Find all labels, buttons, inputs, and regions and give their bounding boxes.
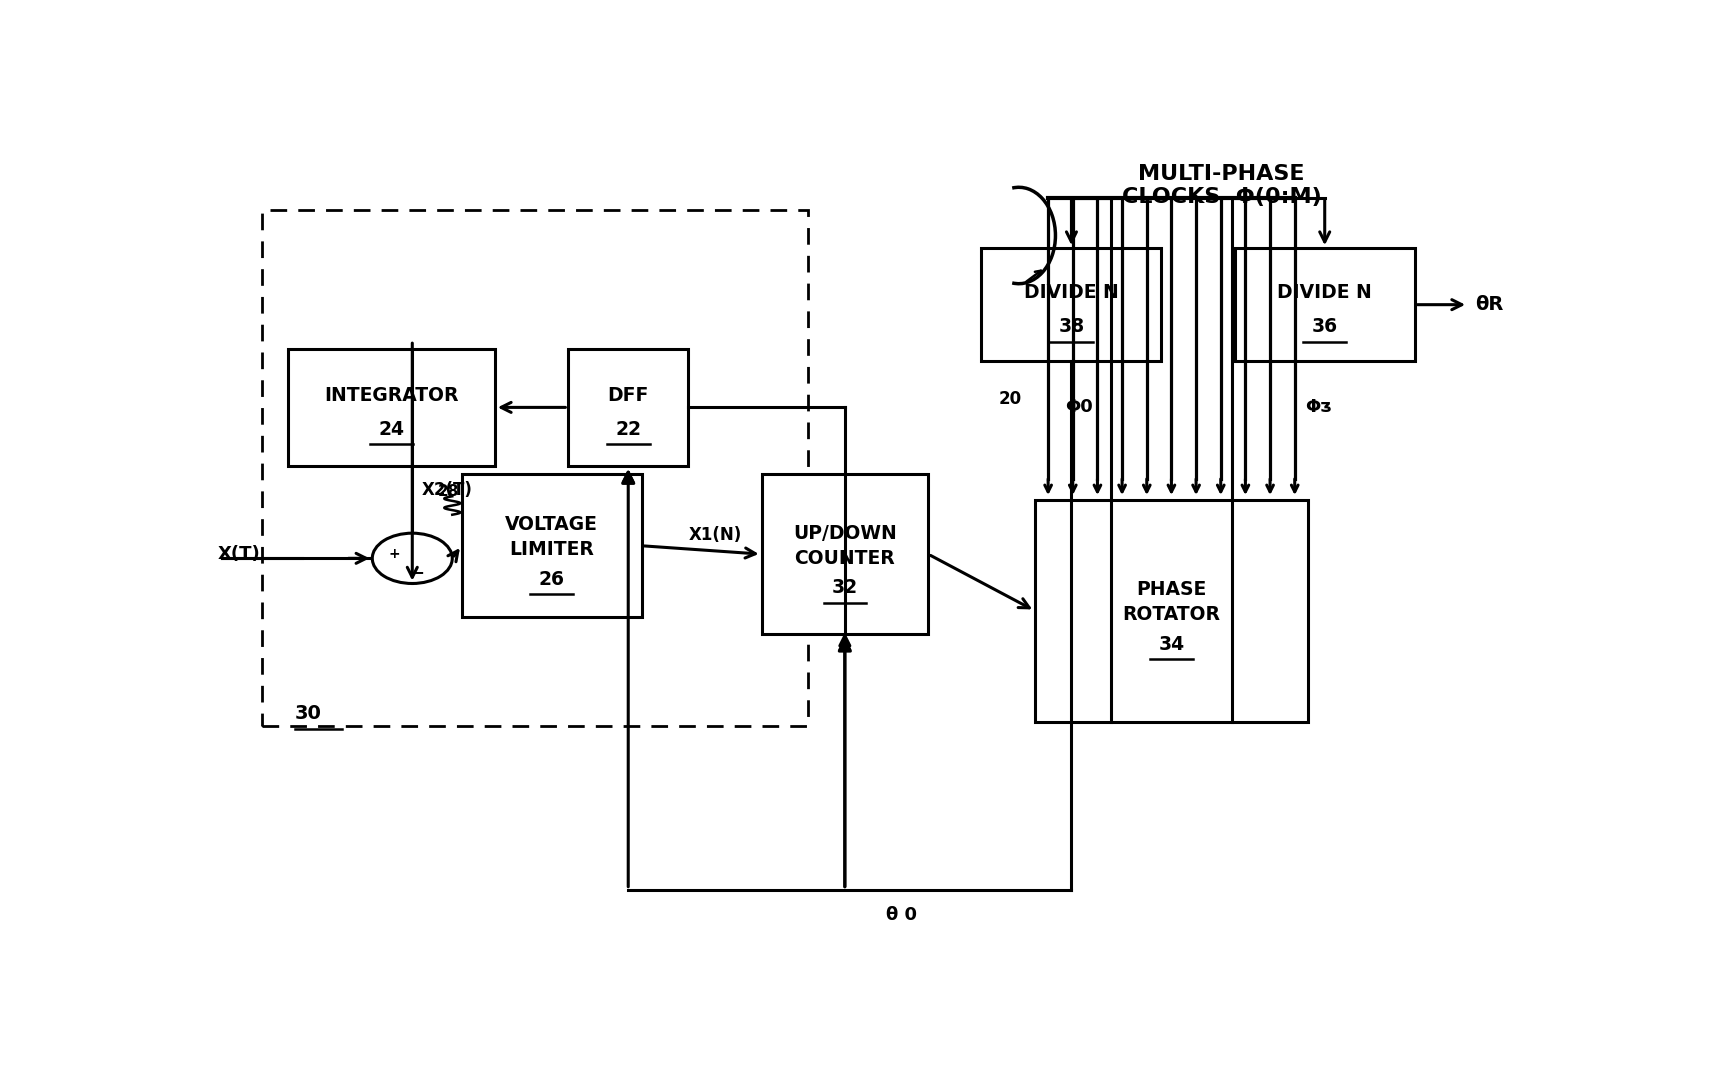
Text: COUNTER: COUNTER	[795, 549, 894, 567]
Text: VOLTAGE: VOLTAGE	[506, 515, 599, 535]
Text: DFF: DFF	[607, 387, 648, 405]
Text: Φᴣ: Φᴣ	[1305, 399, 1333, 416]
Bar	[762, 475, 929, 634]
Text: 30: 30	[296, 703, 322, 723]
Text: +: +	[389, 547, 401, 561]
Text: MULTI-PHASE
CLOCKS  Φ(0:M): MULTI-PHASE CLOCKS Φ(0:M)	[1121, 163, 1321, 207]
Text: θ 0: θ 0	[886, 906, 917, 923]
Text: 28: 28	[437, 484, 459, 499]
Bar	[1235, 248, 1414, 362]
Text: 24: 24	[378, 419, 404, 439]
Text: 20: 20	[998, 390, 1022, 408]
Text: DIVIDE N: DIVIDE N	[1023, 283, 1118, 303]
Text: X2(T): X2(T)	[421, 480, 473, 499]
Text: DIVIDE N: DIVIDE N	[1278, 283, 1373, 303]
Bar	[982, 248, 1161, 362]
Bar	[289, 348, 495, 466]
Bar	[1035, 500, 1307, 722]
Text: PHASE: PHASE	[1137, 580, 1206, 599]
Text: LIMITER: LIMITER	[509, 540, 593, 560]
Text: 32: 32	[832, 578, 858, 597]
Circle shape	[372, 534, 452, 584]
Bar	[461, 475, 642, 617]
Text: UP/DOWN: UP/DOWN	[793, 524, 896, 542]
Text: INTEGRATOR: INTEGRATOR	[325, 387, 459, 405]
Text: −: −	[409, 563, 425, 582]
Text: 34: 34	[1158, 635, 1185, 653]
Text: X(T): X(T)	[218, 546, 260, 563]
Text: 22: 22	[616, 419, 642, 439]
Text: 38: 38	[1058, 317, 1085, 337]
Bar	[261, 210, 808, 726]
Bar	[568, 348, 688, 466]
Text: Φ0: Φ0	[1065, 399, 1094, 416]
Text: θR: θR	[1474, 295, 1503, 314]
Text: 26: 26	[538, 570, 564, 589]
Text: X1(N): X1(N)	[688, 526, 741, 543]
Text: 36: 36	[1312, 317, 1338, 337]
Text: ROTATOR: ROTATOR	[1123, 605, 1221, 624]
